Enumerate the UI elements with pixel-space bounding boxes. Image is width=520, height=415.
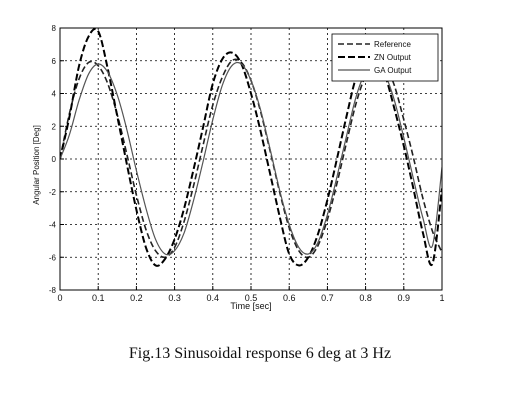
x-tick-label: 0.6 [283,293,296,303]
y-axis-ticks: 8 6 4 2 0 -2 -4 -6 -8 [49,24,64,295]
y-tick-label: 2 [52,122,57,131]
y-tick-label: 6 [52,57,57,66]
y-tick-label: -2 [49,188,57,197]
y-tick-label: 8 [52,24,57,33]
x-axis-ticks: 0 0.1 0.2 0.3 0.4 0.5 0.6 0.7 0.8 0.9 1 [57,286,445,303]
legend: Reference ZN Output GA Output [331,33,439,82]
y-tick-label: 0 [52,155,57,164]
x-tick-label: 0 [57,293,62,303]
figure-caption: Fig.13 Sinusoidal response 6 deg at 3 Hz [128,345,392,362]
x-tick-label: 0.2 [130,293,143,303]
x-tick-label: 0.7 [321,293,334,303]
x-tick-label: 0.8 [359,293,372,303]
y-tick-label: -6 [49,253,57,262]
x-tick-label: 0.4 [207,293,220,303]
y-tick-label: -8 [49,286,57,295]
y-axis-label: Angular Position [Deg] [32,125,41,205]
y-tick-label: 4 [52,90,57,99]
x-axis-label: Time [sec] [230,301,271,311]
legend-label-reference: Reference [374,40,411,49]
legend-label-ga-output: GA Output [374,66,412,75]
x-tick-label: 1 [439,293,444,303]
legend-label-zn-output: ZN Output [374,53,412,62]
x-tick-label: 0.1 [92,293,105,303]
y-tick-label: -4 [49,221,57,230]
x-tick-label: 0.9 [398,293,411,303]
x-tick-label: 0.5 [245,293,258,303]
x-tick-label: 0.3 [168,293,181,303]
